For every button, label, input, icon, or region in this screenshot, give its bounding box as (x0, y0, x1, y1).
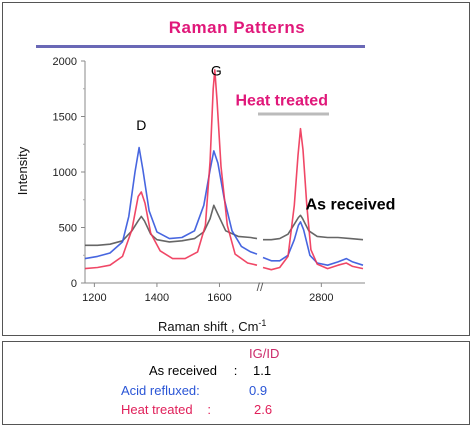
y-axis-label: Intensity (15, 146, 30, 195)
x-axis-label: Raman shift , Cm-1 (158, 318, 266, 334)
ratio-separator: : (221, 363, 251, 378)
annotation-3: As received (306, 197, 396, 214)
ratio-header: IG/ID (249, 346, 279, 361)
y-tick-label: 500 (59, 223, 77, 235)
ratio-separator: : (196, 402, 222, 417)
chart-panel: Raman Patterns 0 500 1000 1500 2000 1200 1400 1… (2, 2, 470, 336)
ratio-label: Heat treated (121, 402, 193, 417)
ratio-value: 1.1 (253, 363, 271, 378)
x-tick-label: 1400 (145, 292, 169, 304)
y-tick-label: 1500 (53, 112, 77, 124)
ratio-row-acid-refluxed: Acid refluxed: 0.9 (121, 383, 200, 398)
x-tick-label: 1600 (207, 292, 231, 304)
ratio-label: As received (149, 363, 217, 378)
series-line-acid_refluxed-right (263, 222, 363, 265)
annotation-2: Heat treated (236, 92, 328, 109)
ratio-row-heat-treated: Heat treated : 2.6 (121, 402, 222, 417)
annotation-1: G (211, 62, 222, 78)
y-tick-label: 1000 (53, 167, 77, 179)
y-tick-label: 2000 (53, 56, 77, 68)
y-tick-label: 0 (71, 278, 77, 290)
ratio-value: 0.9 (249, 383, 267, 398)
ratio-label: Acid refluxed: (121, 383, 200, 398)
x-tick-label: 1200 (82, 292, 106, 304)
axis-break-marker: // (257, 280, 264, 294)
ratio-value: 2.6 (254, 402, 272, 417)
x-axis-label-superscript: -1 (258, 318, 266, 328)
series-line-as_received-right (263, 215, 363, 239)
ratio-panel: IG/ID As received : 1.1 Acid refluxed: 0… (2, 341, 470, 425)
annotation-0: D (136, 117, 146, 133)
x-tick-label: 2800 (309, 292, 333, 304)
ratio-row-as-received: As received : 1.1 (149, 363, 251, 378)
raman-plot: 0 500 1000 1500 2000 1200 1400 1600 2800 // Intens… (3, 3, 469, 335)
